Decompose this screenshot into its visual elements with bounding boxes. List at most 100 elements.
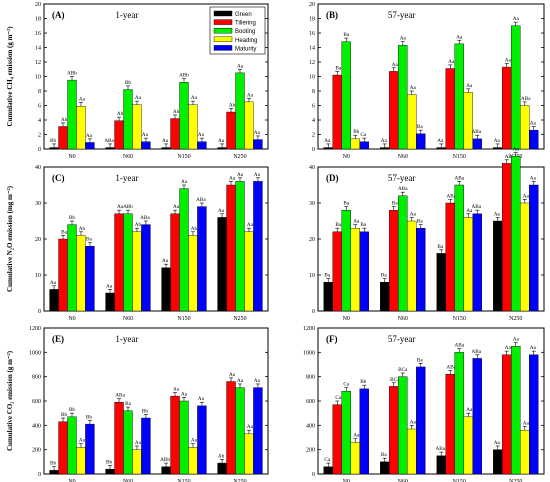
chart-panel: 0 10 20 30 40 Cumulative N₂O emission (mg m⁻²… <box>6 165 269 322</box>
bar-tillering <box>445 202 455 312</box>
bar-tillering <box>226 381 236 475</box>
significance-label: ABa <box>446 193 456 199</box>
bar-booting <box>454 43 464 150</box>
x-tick-label: N0 <box>68 316 75 322</box>
significance-label: Aa <box>494 138 501 144</box>
bar-tillering <box>389 386 399 475</box>
y-tick-label: 0 <box>38 147 41 153</box>
bar-green <box>49 289 59 312</box>
y-tick-label: 1200 <box>303 326 315 332</box>
significance-label: Aa <box>117 204 124 210</box>
y-tick-label: 0 <box>38 309 41 315</box>
bar-booting <box>341 209 351 312</box>
bar-booting <box>123 213 133 312</box>
y-tick-label: 40 <box>309 165 315 171</box>
bar-maturity <box>197 141 207 150</box>
bar-maturity <box>253 387 263 475</box>
significance-label: Aa <box>162 258 169 264</box>
x-tick-label: N60 <box>398 479 408 482</box>
panel-title: 57-year <box>388 334 415 344</box>
panel-title: 1-year <box>115 173 138 183</box>
significance-label: Aa <box>237 63 244 69</box>
significance-label: Aa <box>530 121 537 127</box>
bar-tillering <box>226 184 236 312</box>
x-tick-label: N150 <box>177 316 190 322</box>
bar-heading <box>463 92 473 150</box>
significance-label: Bb <box>50 138 56 144</box>
bar-heading <box>188 104 198 150</box>
significance-label: Ab <box>218 453 225 459</box>
bar-heading <box>132 449 142 475</box>
significance-label: Ba <box>343 32 349 38</box>
bar-green <box>323 282 333 312</box>
significance-label: Aa <box>513 16 520 22</box>
bar-tillering <box>502 66 512 150</box>
significance-label: Ba <box>417 219 423 225</box>
bar-green <box>436 147 446 150</box>
y-tick-label: 40 <box>35 165 41 171</box>
significance-label: ABa <box>446 365 456 371</box>
significance-label: ABa <box>115 393 125 399</box>
significance-label: Aa <box>523 193 530 199</box>
significance-label: ABa <box>140 215 150 221</box>
y-tick-label: 4 <box>38 118 41 124</box>
bar-tillering <box>170 395 180 475</box>
bar-maturity <box>529 354 539 475</box>
bar-maturity <box>359 231 369 312</box>
significance-label: Aa <box>229 372 236 378</box>
significance-label: Aa <box>353 433 360 439</box>
significance-label: Aa <box>218 208 225 214</box>
legend-label: Green <box>235 12 252 18</box>
bar-booting <box>123 410 133 475</box>
bar-green <box>217 217 227 312</box>
bar-tillering <box>114 120 124 150</box>
panel-letter: (F) <box>326 334 338 344</box>
y-tick-label: 1000 <box>303 350 315 356</box>
chart-panel: 0 2 4 6 8 10 12 14 16 18 20 (B) 57-year N0 Aa Ba Ba Bb Ca N… <box>309 2 545 160</box>
legend-label: Maturity <box>235 46 256 52</box>
y-tick-label: 200 <box>32 448 41 454</box>
significance-label: Ba <box>86 237 92 243</box>
bar-booting <box>179 82 189 150</box>
significance-label: Ab <box>79 226 86 232</box>
bar-heading <box>350 138 360 150</box>
y-tick-label: 10 <box>35 273 41 279</box>
significance-label: Bb <box>360 379 366 385</box>
significance-label: ABa <box>471 204 481 210</box>
bar-maturity <box>359 141 369 150</box>
bar-maturity <box>85 142 95 150</box>
significance-label: Aa <box>181 391 188 397</box>
y-tick-label: 14 <box>309 46 315 52</box>
bar-maturity <box>416 133 426 150</box>
bar-heading <box>407 428 417 475</box>
y-tick-label: 20 <box>309 2 315 8</box>
y-tick-label: 600 <box>306 399 315 405</box>
y-tick-label: 200 <box>306 448 315 454</box>
bar-tillering <box>389 71 399 150</box>
bar-tillering <box>389 209 399 312</box>
significance-label: Ba <box>343 201 349 207</box>
bar-tillering <box>502 163 512 312</box>
significance-label: Aa <box>191 438 198 444</box>
panel-title: 57-year <box>388 173 415 183</box>
x-tick-label: N150 <box>453 316 466 322</box>
significance-label: ABb <box>67 71 77 77</box>
bar-heading <box>463 416 473 475</box>
significance-label: Aa <box>173 204 180 210</box>
bar-booting <box>398 195 408 312</box>
bar-booting <box>511 25 521 150</box>
significance-label: Ab <box>173 109 180 115</box>
significance-label: Ba <box>61 229 67 235</box>
bar-maturity <box>472 358 482 475</box>
chart-panel: 0 200 400 600 800 1000 1200 (F) 57-year N0 Ca Ca Ca A… <box>303 326 545 482</box>
bar-tillering <box>226 111 236 150</box>
bar-maturity <box>472 138 482 150</box>
legend-label: Heading <box>235 38 257 44</box>
x-tick-label: N0 <box>343 154 350 160</box>
bar-tillering <box>332 74 342 150</box>
significance-label: Aa <box>254 378 261 384</box>
significance-label: Aa <box>162 138 169 144</box>
y-tick-label: 30 <box>35 201 41 207</box>
significance-label: ABa <box>196 197 206 203</box>
